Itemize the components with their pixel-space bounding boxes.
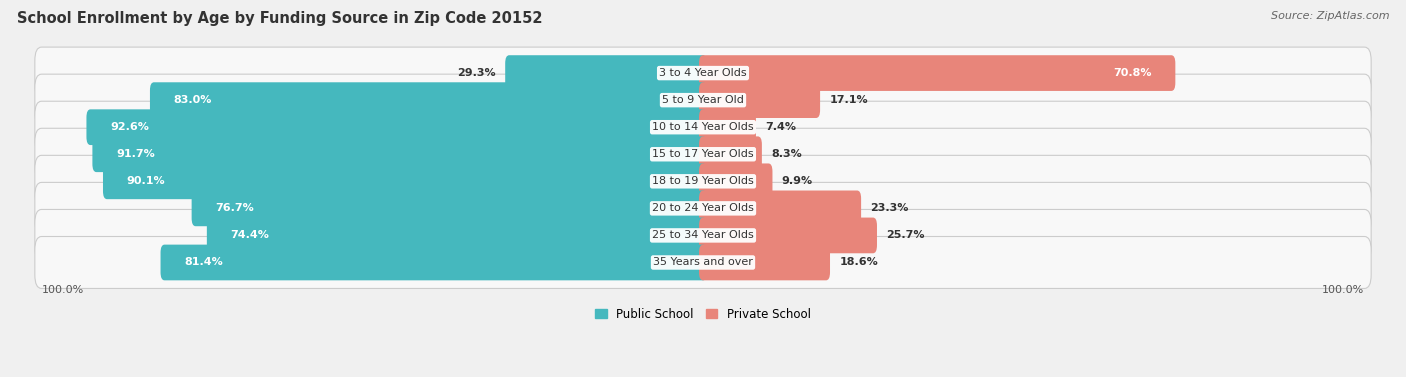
Text: 20 to 24 Year Olds: 20 to 24 Year Olds [652,203,754,213]
Text: School Enrollment by Age by Funding Source in Zip Code 20152: School Enrollment by Age by Funding Sour… [17,11,543,26]
Text: 18 to 19 Year Olds: 18 to 19 Year Olds [652,176,754,186]
Text: 90.1%: 90.1% [127,176,166,186]
FancyBboxPatch shape [35,101,1371,153]
FancyBboxPatch shape [160,245,707,280]
Text: 81.4%: 81.4% [184,257,224,267]
FancyBboxPatch shape [699,55,1175,91]
FancyBboxPatch shape [93,136,707,172]
FancyBboxPatch shape [699,245,830,280]
FancyBboxPatch shape [103,164,707,199]
FancyBboxPatch shape [150,82,707,118]
Text: 74.4%: 74.4% [231,230,270,241]
FancyBboxPatch shape [699,190,860,226]
Text: 70.8%: 70.8% [1114,68,1152,78]
Text: 91.7%: 91.7% [117,149,155,159]
Text: 35 Years and over: 35 Years and over [652,257,754,267]
FancyBboxPatch shape [505,55,707,91]
FancyBboxPatch shape [35,47,1371,99]
FancyBboxPatch shape [699,82,820,118]
FancyBboxPatch shape [35,236,1371,288]
FancyBboxPatch shape [86,109,707,145]
Text: Source: ZipAtlas.com: Source: ZipAtlas.com [1271,11,1389,21]
Text: 23.3%: 23.3% [870,203,908,213]
FancyBboxPatch shape [191,190,707,226]
FancyBboxPatch shape [699,218,877,253]
Text: 7.4%: 7.4% [765,122,796,132]
Text: 92.6%: 92.6% [110,122,149,132]
Text: 83.0%: 83.0% [174,95,212,105]
Text: 76.7%: 76.7% [215,203,254,213]
FancyBboxPatch shape [699,136,762,172]
Text: 3 to 4 Year Olds: 3 to 4 Year Olds [659,68,747,78]
FancyBboxPatch shape [35,182,1371,234]
FancyBboxPatch shape [35,210,1371,261]
Text: 25.7%: 25.7% [886,230,925,241]
FancyBboxPatch shape [35,155,1371,207]
FancyBboxPatch shape [699,109,756,145]
FancyBboxPatch shape [35,74,1371,126]
Text: 10 to 14 Year Olds: 10 to 14 Year Olds [652,122,754,132]
Text: 8.3%: 8.3% [770,149,801,159]
Legend: Public School, Private School: Public School, Private School [591,303,815,325]
Text: 25 to 34 Year Olds: 25 to 34 Year Olds [652,230,754,241]
Text: 9.9%: 9.9% [782,176,813,186]
Text: 100.0%: 100.0% [1322,285,1365,296]
Text: 100.0%: 100.0% [41,285,84,296]
Text: 18.6%: 18.6% [839,257,877,267]
Text: 15 to 17 Year Olds: 15 to 17 Year Olds [652,149,754,159]
FancyBboxPatch shape [207,218,707,253]
FancyBboxPatch shape [699,164,772,199]
Text: 17.1%: 17.1% [830,95,868,105]
Text: 5 to 9 Year Old: 5 to 9 Year Old [662,95,744,105]
FancyBboxPatch shape [35,128,1371,180]
Text: 29.3%: 29.3% [457,68,496,78]
